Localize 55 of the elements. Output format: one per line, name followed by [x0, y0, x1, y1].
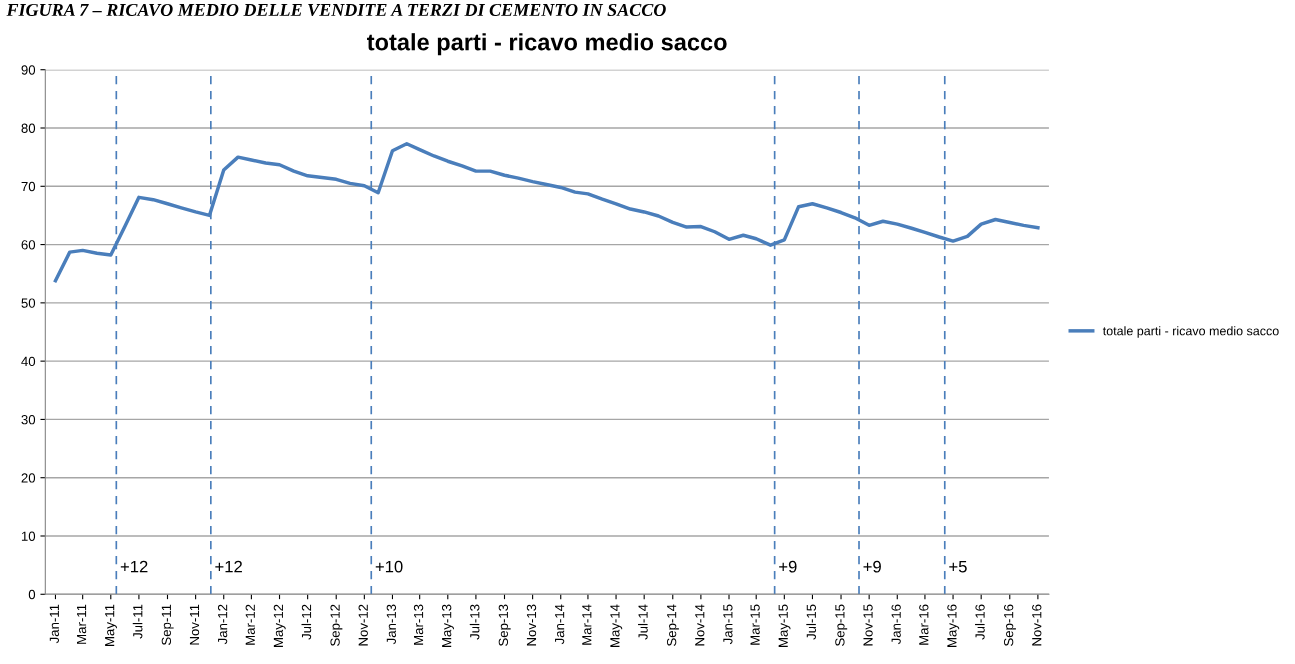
x-tick-label: Jul-13	[469, 604, 480, 640]
ref-line-label: +12	[215, 560, 242, 573]
text: FIGURA 7 – RICAVO MEDIO DELLE VENDITE A TERZI DI CEMENTO IN SACCO	[6, 3, 666, 17]
ref-line-label: +12	[120, 560, 148, 573]
chart-title: totale parti - ricavo medio sacco	[367, 33, 727, 56]
x-tick-label: May-13	[441, 604, 454, 647]
x-tick-label: May-14	[610, 604, 623, 647]
x-tick-label: Nov-15	[863, 604, 873, 646]
y-tick-label: 40	[21, 356, 36, 367]
y-tick-label: 80	[21, 123, 36, 133]
x-tick-label: May-11	[105, 604, 117, 646]
x-tick-label: Nov-12	[358, 604, 368, 646]
y-tick-label: 90	[21, 65, 36, 75]
y-tick-label: 20	[21, 473, 36, 483]
legend-label: totale parti - ricavo medio sacco	[1102, 326, 1279, 338]
x-tick-label: Mar-14	[582, 604, 592, 645]
x-tick-label: Jul-11	[132, 604, 143, 639]
x-tick-label: Jan-16	[891, 604, 901, 645]
x-tick-label: Nov-13	[526, 604, 537, 646]
ref-line-label: +9	[779, 560, 797, 573]
x-tick-label: Mar-11	[77, 604, 87, 644]
x-tick-label: Sep-14	[666, 604, 679, 646]
x-tick-label: Sep-15	[835, 604, 848, 646]
x-tick-label: Jan-13	[386, 604, 397, 645]
x-tick-label: Sep-12	[330, 604, 343, 646]
x-tick-label: Jan-14	[555, 604, 565, 645]
x-tick-label: Mar-15	[750, 604, 760, 645]
x-tick-label: Mar-13	[413, 604, 424, 645]
y-tick-label: 70	[21, 181, 36, 192]
ref-line-label: +5	[949, 560, 967, 573]
x-tick-label: Nov-14	[695, 604, 705, 646]
x-tick-label: Sep-16	[1003, 604, 1016, 646]
x-tick-label: Mar-16	[919, 604, 929, 645]
x-tick-label: Jul-12	[301, 604, 312, 640]
x-tick-label: May-12	[273, 604, 286, 647]
x-tick-label: Jul-15	[806, 604, 816, 640]
x-tick-label: Jan-11	[49, 604, 60, 644]
ref-line-label: +10	[375, 560, 403, 573]
x-tick-label: May-15	[778, 604, 791, 647]
y-tick-label: 0	[28, 589, 36, 600]
x-tick-label: Jul-16	[975, 604, 985, 640]
x-tick-label: Sep-11	[161, 604, 174, 645]
y-tick-label: 50	[21, 298, 36, 308]
x-tick-label: Sep-13	[498, 604, 511, 646]
x-tick-label: Nov-11	[189, 604, 200, 645]
x-tick-label: Nov-16	[1032, 604, 1042, 646]
y-tick-label: 30	[21, 414, 36, 425]
x-tick-label: Jan-15	[723, 604, 733, 645]
x-tick-label: Jul-14	[638, 604, 648, 640]
x-tick-label: May-16	[947, 604, 960, 647]
ref-line-label: +9	[863, 560, 881, 573]
x-tick-label: Mar-12	[245, 604, 255, 645]
y-tick-label: 10	[21, 531, 36, 541]
x-tick-label: Jan-12	[217, 604, 228, 645]
y-tick-label: 60	[21, 240, 36, 250]
